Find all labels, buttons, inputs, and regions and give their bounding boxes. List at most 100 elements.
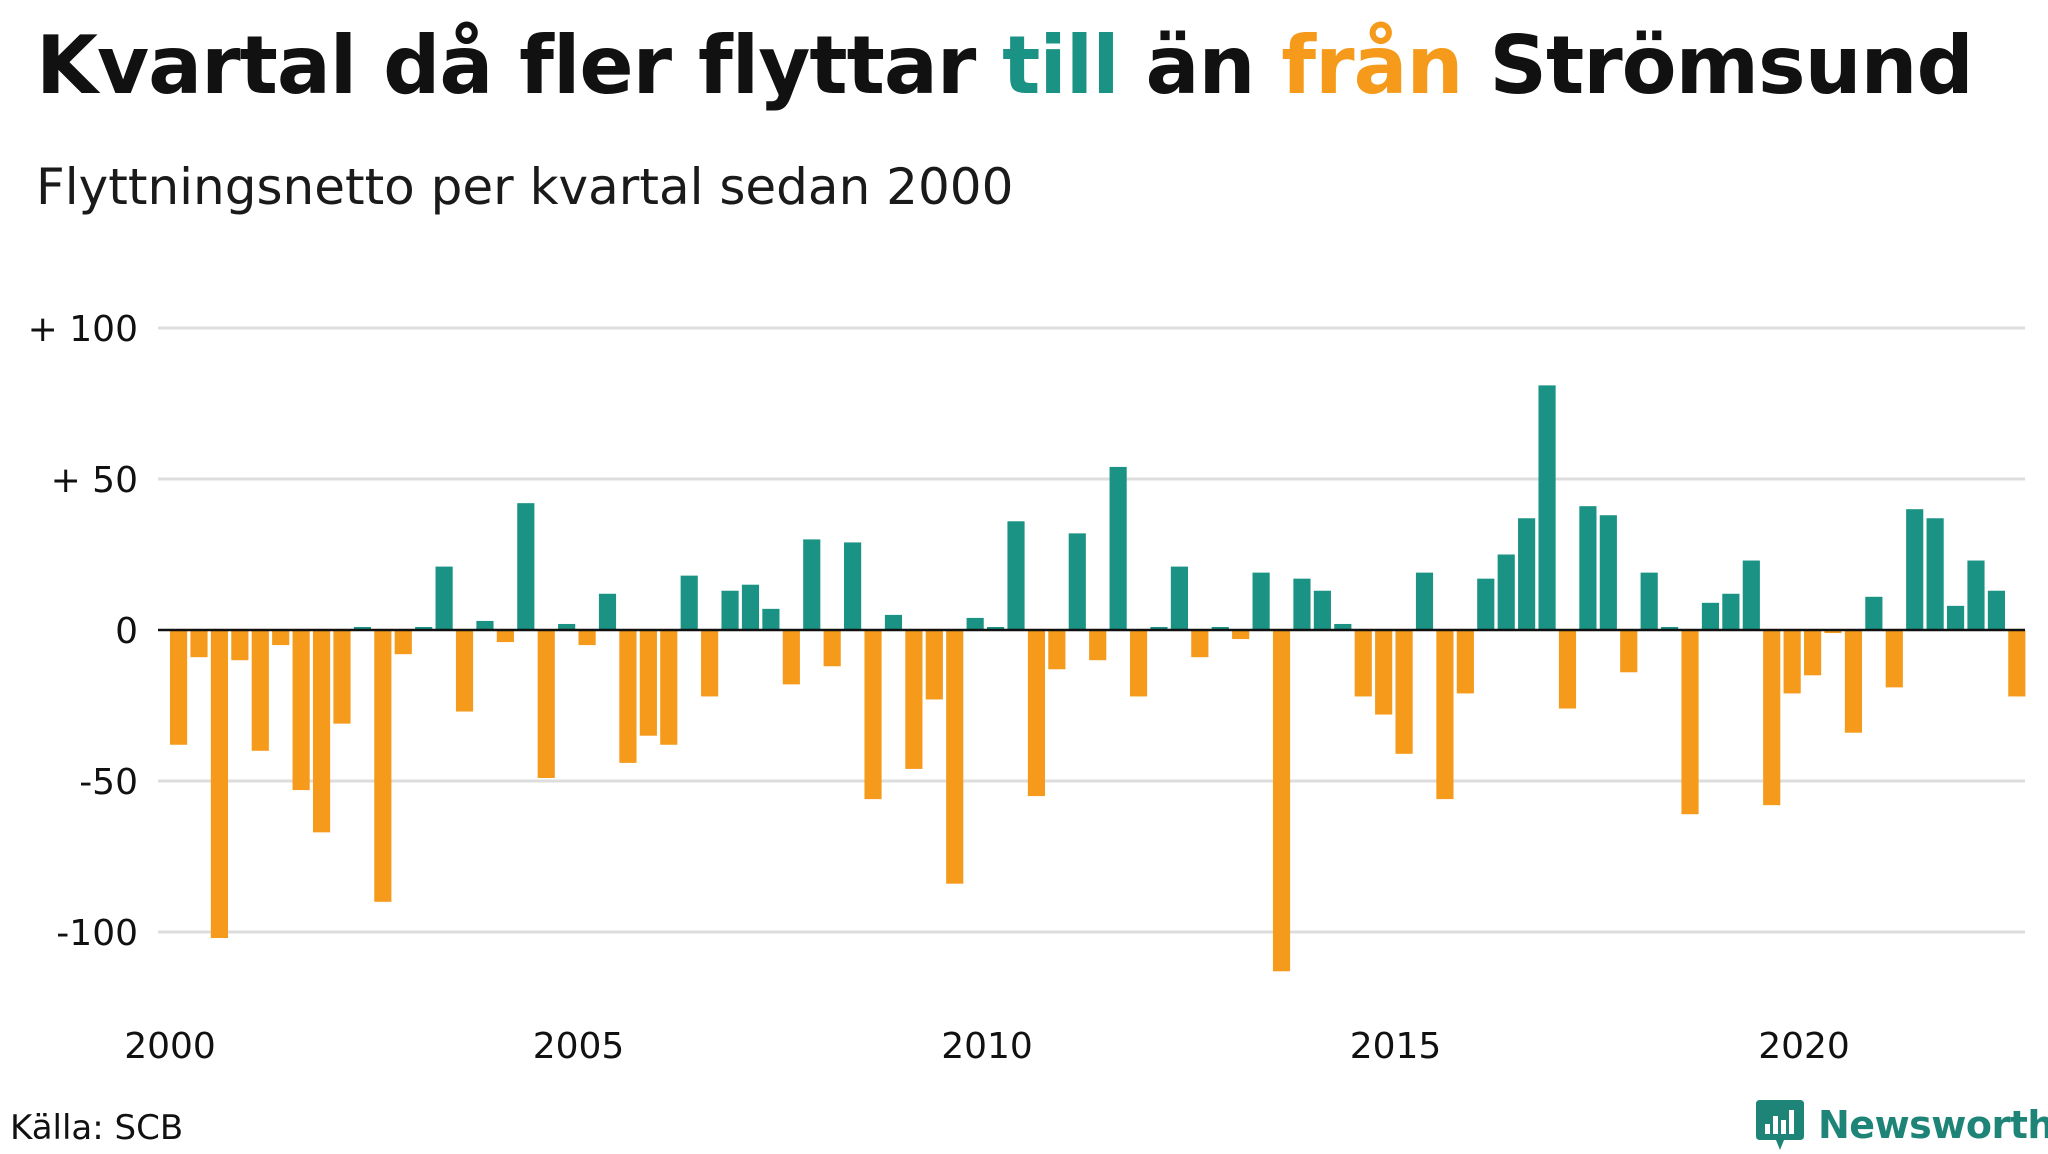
bar	[639, 630, 657, 736]
bar	[905, 630, 923, 769]
bar	[1395, 630, 1413, 754]
bar	[741, 584, 760, 630]
bar	[415, 626, 433, 630]
bar	[1477, 578, 1495, 630]
bar	[374, 630, 392, 902]
bar	[1599, 515, 1617, 630]
bar	[1375, 630, 1393, 715]
bar	[1518, 518, 1536, 630]
brand-name: Newsworthy	[1818, 1103, 2048, 1147]
bar	[1661, 626, 1679, 630]
bar	[1967, 560, 1985, 630]
bar	[1885, 630, 1903, 688]
title-part-2: än	[1118, 19, 1282, 112]
bar	[558, 623, 576, 630]
bar	[1804, 630, 1822, 676]
x-tick-label: 2005	[533, 1026, 625, 1067]
bar	[1844, 630, 1863, 733]
bar	[1211, 626, 1229, 630]
bar	[1191, 630, 1209, 658]
bar	[864, 630, 882, 800]
bar	[353, 626, 371, 630]
bars	[170, 385, 2026, 972]
y-axis-labels: + 100 + 50 0 -50 -100	[28, 309, 138, 954]
bar	[292, 630, 310, 791]
bar	[1027, 630, 1046, 797]
bar	[1252, 572, 1270, 630]
bar	[578, 630, 596, 646]
chart-title: Kvartal då fler flyttar till än från Str…	[36, 19, 1974, 112]
bar	[435, 566, 453, 630]
bar	[1354, 630, 1372, 697]
bar	[701, 630, 719, 697]
bar	[1415, 572, 1434, 630]
bar	[925, 630, 943, 700]
bar	[884, 614, 903, 630]
bar	[680, 575, 698, 630]
bar	[1722, 593, 1740, 630]
bar	[1293, 578, 1311, 630]
title-word-fran: från	[1281, 19, 1463, 112]
bar	[1436, 630, 1454, 800]
y-tick-label: + 50	[51, 460, 138, 501]
bar	[946, 630, 964, 884]
bar	[496, 630, 514, 643]
bar	[1987, 590, 2005, 630]
bar	[1701, 602, 1720, 630]
bar	[1089, 630, 1107, 661]
bar	[1007, 521, 1025, 630]
x-tick-label: 2015	[1350, 1026, 1442, 1067]
bar	[231, 630, 249, 661]
bar	[455, 630, 474, 712]
title-part-1: Kvartal då fler flyttar	[36, 19, 1003, 112]
bar	[517, 503, 535, 630]
y-tick-label: + 100	[28, 309, 138, 350]
y-tick-label: -100	[56, 913, 138, 954]
brand-logo: Newsworthy	[1754, 1096, 2048, 1154]
gridlines	[158, 326, 2025, 934]
bar	[1170, 566, 1188, 630]
bar	[1272, 630, 1291, 972]
bar	[1150, 626, 1168, 630]
source-note: Källa: SCB	[10, 1108, 184, 1148]
bar	[1129, 630, 1148, 697]
bar	[1579, 506, 1597, 630]
bar	[251, 630, 269, 751]
bar	[619, 630, 637, 763]
bar	[823, 630, 841, 667]
bar	[1558, 630, 1577, 709]
bar	[844, 542, 862, 630]
bar	[1763, 630, 1781, 806]
bar	[1048, 630, 1066, 670]
bar	[1926, 518, 1944, 630]
bar	[394, 630, 412, 655]
bar	[987, 626, 1005, 630]
bar	[2008, 630, 2026, 697]
x-tick-label: 2000	[124, 1026, 216, 1067]
bar	[1742, 560, 1760, 630]
bar	[476, 620, 494, 630]
x-tick-label: 2020	[1758, 1026, 1850, 1067]
y-tick-label: -50	[79, 762, 138, 803]
bar	[762, 608, 780, 630]
bar	[333, 630, 351, 724]
bar	[1783, 630, 1801, 694]
bar	[782, 630, 800, 685]
bar	[1640, 572, 1658, 630]
bar	[210, 630, 229, 939]
bar	[966, 617, 984, 630]
bar	[803, 539, 821, 630]
bar	[1538, 385, 1556, 630]
bar	[721, 590, 739, 630]
bar	[1906, 509, 1924, 630]
bar	[1109, 466, 1127, 630]
bar	[1946, 605, 1965, 630]
bar	[1334, 623, 1352, 630]
newsworthy-logo-icon	[1756, 1100, 1804, 1150]
bar	[312, 630, 331, 833]
bar	[1865, 596, 1883, 630]
chart-subtitle: Flyttningsnetto per kvartal sedan 2000	[36, 158, 1014, 216]
bar	[1068, 533, 1086, 630]
bar	[170, 630, 188, 745]
x-tick-label: 2010	[941, 1026, 1033, 1067]
